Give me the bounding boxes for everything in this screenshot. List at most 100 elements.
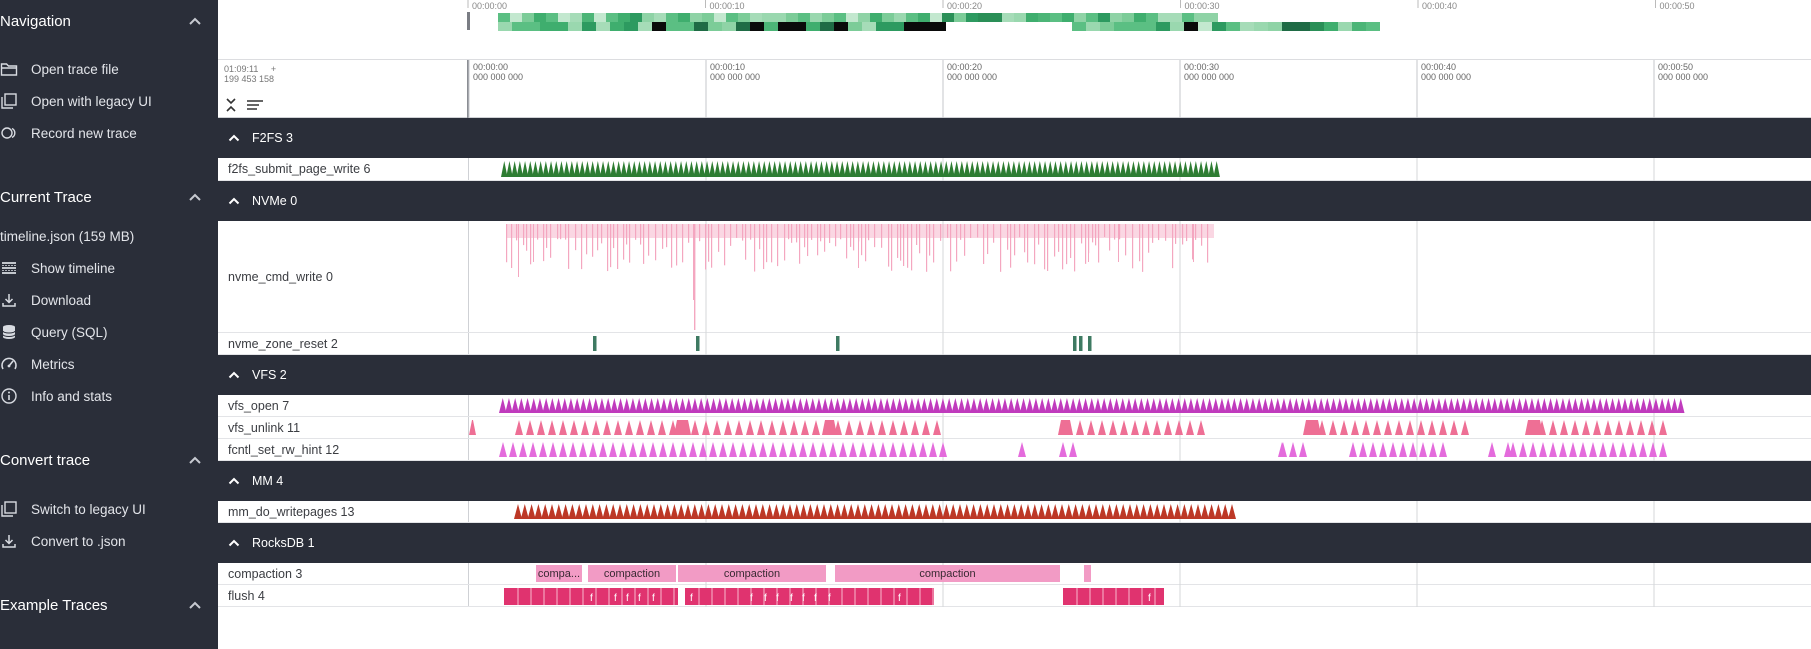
track-group-header-nvme[interactable]: NVMe 0 [218, 181, 1811, 221]
ruler-tick-sublabel: 000 000 000 [473, 72, 523, 82]
sidebar-item-open-trace-file[interactable]: Open trace file [0, 57, 218, 81]
sidebar-item-switch-legacy-ui[interactable]: Switch to legacy UI [0, 497, 218, 521]
overview-cell [786, 13, 798, 22]
sidebar-item-label: Info and stats [31, 388, 113, 404]
section-header-current-trace[interactable]: Current Trace [0, 182, 218, 212]
section-header-convert-trace[interactable]: Convert trace [0, 445, 218, 475]
overview-cell [1086, 13, 1098, 22]
track-group-header-vfs[interactable]: VFS 2 [218, 355, 1811, 395]
track-f2fs-submit-page-write[interactable]: f2fs_submit_page_write 6 [218, 158, 1811, 181]
overview-cell [966, 13, 978, 22]
overview-cell [1268, 22, 1282, 31]
overview-cell [1142, 22, 1156, 31]
overview-cell [596, 22, 610, 31]
track-label: f2fs_submit_page_write 6 [218, 158, 469, 180]
overview-timeline[interactable]: 00:00:00 00:00:10 00:00:20 00:00:30 00:00:40… [218, 0, 1811, 60]
overview-cell [512, 22, 526, 31]
track-mm-do-writepages[interactable]: mm_do_writepages 13 [218, 501, 1811, 523]
sidebar-item-download[interactable]: Download [0, 288, 218, 312]
fiber-smart-record-icon [1, 127, 16, 139]
track-group-header-mm[interactable]: MM 4 [218, 461, 1811, 501]
overview-cell [930, 13, 942, 22]
overview-cell [1282, 22, 1296, 31]
overview-cell [1086, 22, 1100, 31]
track-nvme-cmd-write[interactable]: nvme_cmd_write 0 [218, 221, 1811, 333]
overview-cell [764, 22, 778, 31]
overview-tick-label: 00:00:10 [710, 1, 745, 11]
section-header-example-traces[interactable]: Example Traces [0, 590, 218, 620]
ruler-cursor [467, 60, 469, 118]
overview-cell [714, 13, 726, 22]
overview-cell [652, 22, 666, 31]
time-offset-sub: 199 453 158 [224, 74, 275, 84]
folder-open-icon [0, 63, 18, 76]
overview-cell [1310, 22, 1324, 31]
sidebar-item-record-new-trace[interactable]: Record new trace [0, 121, 218, 145]
chevron-up-icon [189, 601, 201, 609]
track-fcntl-set-rw-hint[interactable]: fcntl_set_rw_hint 12 [218, 439, 1811, 461]
overview-cell [882, 13, 894, 22]
ruler-tick-label: 00:00:10 [710, 62, 745, 72]
overview-cell [918, 13, 930, 22]
overview-cell [876, 22, 890, 31]
track-flush[interactable]: flush 4 [218, 585, 1811, 607]
track-group-header-f2fs[interactable]: F2FS 3 [218, 118, 1811, 158]
section-header-navigation[interactable]: Navigation [0, 6, 218, 36]
overview-cell [1182, 13, 1194, 22]
ruler-tick-label: 00:00:30 [1184, 62, 1219, 72]
overview-cell [1026, 13, 1038, 22]
overview-cell [894, 13, 906, 22]
overview-cell [510, 13, 522, 22]
overview-cell [1100, 22, 1114, 31]
overview-cell [890, 22, 904, 31]
overview-handle-left[interactable] [467, 12, 470, 30]
sidebar-item-label: Switch to legacy UI [31, 501, 146, 517]
ruler-tick-sublabel: 000 000 000 [1184, 72, 1234, 82]
overview-cell [1122, 13, 1134, 22]
overview-cell [666, 22, 680, 31]
section-title-convert-trace: Convert trace [0, 451, 91, 469]
overview-cell [1198, 22, 1212, 31]
sidebar-item-open-legacy-ui[interactable]: Open with legacy UI [0, 89, 218, 113]
overview-cell [554, 22, 568, 31]
overview-heatmap[interactable]: 00:00:00 00:00:10 00:00:20 00:00:30 00:00:40… [218, 0, 1811, 60]
overview-cell [618, 13, 630, 22]
overview-cell [1062, 13, 1074, 22]
overview-cell [498, 22, 512, 31]
info-icon [1, 388, 17, 404]
overview-cell [540, 22, 554, 31]
overview-cell [774, 13, 786, 22]
overview-cell [942, 13, 954, 22]
track-vfs-unlink[interactable]: vfs_unlink 11 [218, 417, 1811, 439]
sidebar-item-show-timeline[interactable]: Show timeline [0, 256, 218, 280]
sidebar-item-convert-json[interactable]: Convert to .json [0, 529, 218, 553]
track-compaction[interactable]: compaction 3 [218, 563, 1811, 585]
collapse-expand-all-icon[interactable] [225, 96, 237, 114]
sidebar-item-label: Metrics [31, 356, 75, 372]
overview-cell [610, 22, 624, 31]
overview-cell [1352, 22, 1366, 31]
track-group-header-rocksdb[interactable]: RocksDB 1 [218, 523, 1811, 563]
overview-cell [1072, 22, 1086, 31]
chevron-up-icon [228, 197, 240, 205]
track-label: fcntl_set_rw_hint 12 [218, 439, 469, 460]
calendar-view-day-icon [2, 262, 16, 274]
short-text-icon[interactable] [246, 98, 264, 112]
overview-cell [570, 13, 582, 22]
overview-tick-label: 00:00:30 [1185, 1, 1220, 11]
overview-cell [1212, 22, 1226, 31]
track-vfs-open[interactable]: vfs_open 7 [218, 395, 1811, 417]
overview-cell [1050, 13, 1062, 22]
sidebar-item-info-and-stats[interactable]: Info and stats [0, 384, 218, 408]
ruler-tick-sublabel: 000 000 000 [1421, 72, 1471, 82]
track-label: vfs_open 7 [218, 395, 469, 416]
track-nvme-zone-reset[interactable]: nvme_zone_reset 2 [218, 333, 1811, 355]
sidebar-item-metrics[interactable]: Metrics [0, 352, 218, 376]
overview-cell [762, 13, 774, 22]
overview-cell [918, 22, 932, 31]
sidebar-item-query-sql[interactable]: Query (SQL) [0, 320, 218, 344]
file-download-icon [2, 535, 16, 548]
overview-cell [558, 13, 570, 22]
overview-tick-label: 00:00:40 [1422, 1, 1457, 11]
